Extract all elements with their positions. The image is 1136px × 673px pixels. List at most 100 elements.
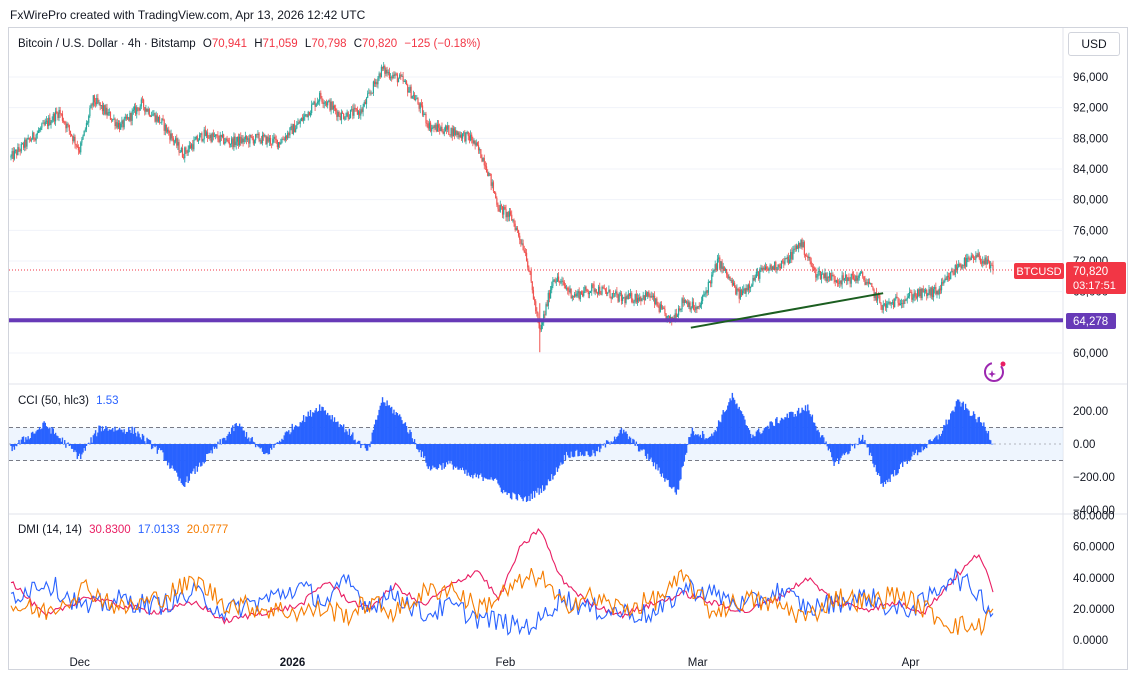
candle-body — [322, 101, 324, 104]
candle-body — [403, 81, 405, 82]
candle-body — [52, 113, 54, 121]
candle-body — [796, 245, 799, 249]
cci-bar — [325, 414, 328, 444]
candle-body — [888, 302, 890, 304]
candle-body — [290, 126, 292, 128]
candle-body — [463, 132, 465, 134]
cci-bar — [900, 444, 903, 463]
candle-body — [487, 172, 489, 177]
candle-body — [352, 109, 354, 116]
cci-bar — [556, 444, 559, 472]
candle-body — [780, 260, 783, 269]
cci-bar — [312, 412, 314, 444]
cci-bar — [66, 443, 68, 444]
candle-body — [274, 136, 276, 140]
cci-bar — [145, 443, 147, 445]
cci-bar — [567, 444, 569, 456]
cci-bar — [156, 444, 159, 454]
cci-bar — [904, 444, 906, 462]
candle-body — [40, 127, 42, 130]
cci-bar — [294, 425, 297, 444]
cci-bar — [545, 444, 547, 486]
cci-bar — [298, 426, 300, 444]
cci-bar — [465, 444, 467, 470]
candle-body — [968, 257, 970, 260]
candle-body — [809, 257, 811, 262]
cci-bar — [490, 444, 492, 478]
candle-body — [620, 293, 623, 302]
candle-body — [54, 111, 57, 122]
candle-body — [247, 138, 249, 140]
cci-bar — [761, 433, 763, 444]
cci-bar — [139, 437, 141, 444]
candle-body — [353, 107, 355, 116]
candle-body — [429, 122, 432, 132]
candle-body — [160, 122, 162, 124]
currency-button[interactable]: USD — [1068, 32, 1120, 56]
candle-body — [469, 134, 472, 141]
candle-body — [20, 143, 22, 152]
candle-body — [378, 73, 380, 78]
candle-body — [207, 132, 209, 138]
candle-body — [443, 131, 445, 134]
cci-bar — [783, 419, 785, 444]
cci-bar — [154, 444, 156, 448]
cci-bar — [871, 444, 873, 457]
candle-body — [713, 270, 715, 272]
cci-bar — [945, 419, 947, 444]
cci-bar — [548, 444, 551, 482]
dmi-legend: DMI (14, 14) 30.8300 17.0133 20.0777 — [18, 524, 228, 536]
cci-bar — [60, 441, 63, 444]
candle-body — [29, 139, 32, 141]
price-tick-label: 84,000 — [1073, 164, 1108, 176]
cci-bar — [803, 410, 806, 444]
candle-body — [684, 300, 687, 303]
cci-bar — [173, 444, 176, 471]
candle-body — [846, 274, 848, 282]
sparkle-logo-icon[interactable] — [984, 361, 1006, 382]
cci-bar — [180, 444, 183, 484]
candle-body — [127, 117, 129, 119]
candle-body — [551, 285, 553, 290]
cci-bar — [123, 429, 125, 444]
cci-bar — [584, 444, 586, 456]
candle-body — [905, 299, 907, 301]
candle-body — [276, 139, 278, 148]
candle-body — [57, 112, 59, 118]
candle-body — [226, 138, 228, 140]
candle-body — [249, 135, 251, 144]
candle-body — [209, 134, 211, 139]
cci-bar — [748, 430, 751, 444]
cci-bar — [181, 444, 184, 485]
candle-body — [659, 304, 661, 312]
cci-bar — [842, 444, 844, 454]
cci-bar — [962, 401, 964, 444]
candle-body — [932, 289, 935, 298]
candle-body — [875, 292, 877, 301]
chart-credit: FxWirePro created with TradingView.com, … — [10, 8, 366, 22]
candle-body — [739, 289, 741, 299]
cci-bar — [617, 435, 619, 444]
cci-bar — [609, 444, 611, 445]
candle-body — [451, 128, 453, 137]
candle-body — [195, 136, 197, 140]
candle-body — [663, 307, 665, 310]
cci-bar — [152, 444, 154, 449]
cci-bar — [883, 444, 886, 482]
cci-bar — [853, 444, 856, 449]
cci-bar — [865, 443, 867, 445]
cci-bar — [265, 444, 267, 454]
cci-bar — [868, 444, 871, 456]
cci-bar — [885, 444, 888, 481]
cci-bar — [91, 442, 93, 444]
cci-bar — [374, 419, 377, 444]
candle-body — [232, 138, 234, 148]
candle-body — [892, 302, 895, 308]
candle-body — [742, 290, 744, 296]
cci-bar — [807, 404, 809, 444]
candle-body — [954, 264, 956, 275]
cci-bar — [956, 399, 959, 444]
x-tick-label: Mar — [688, 657, 708, 669]
cci-bar — [505, 444, 507, 492]
cci-bar — [85, 444, 88, 446]
